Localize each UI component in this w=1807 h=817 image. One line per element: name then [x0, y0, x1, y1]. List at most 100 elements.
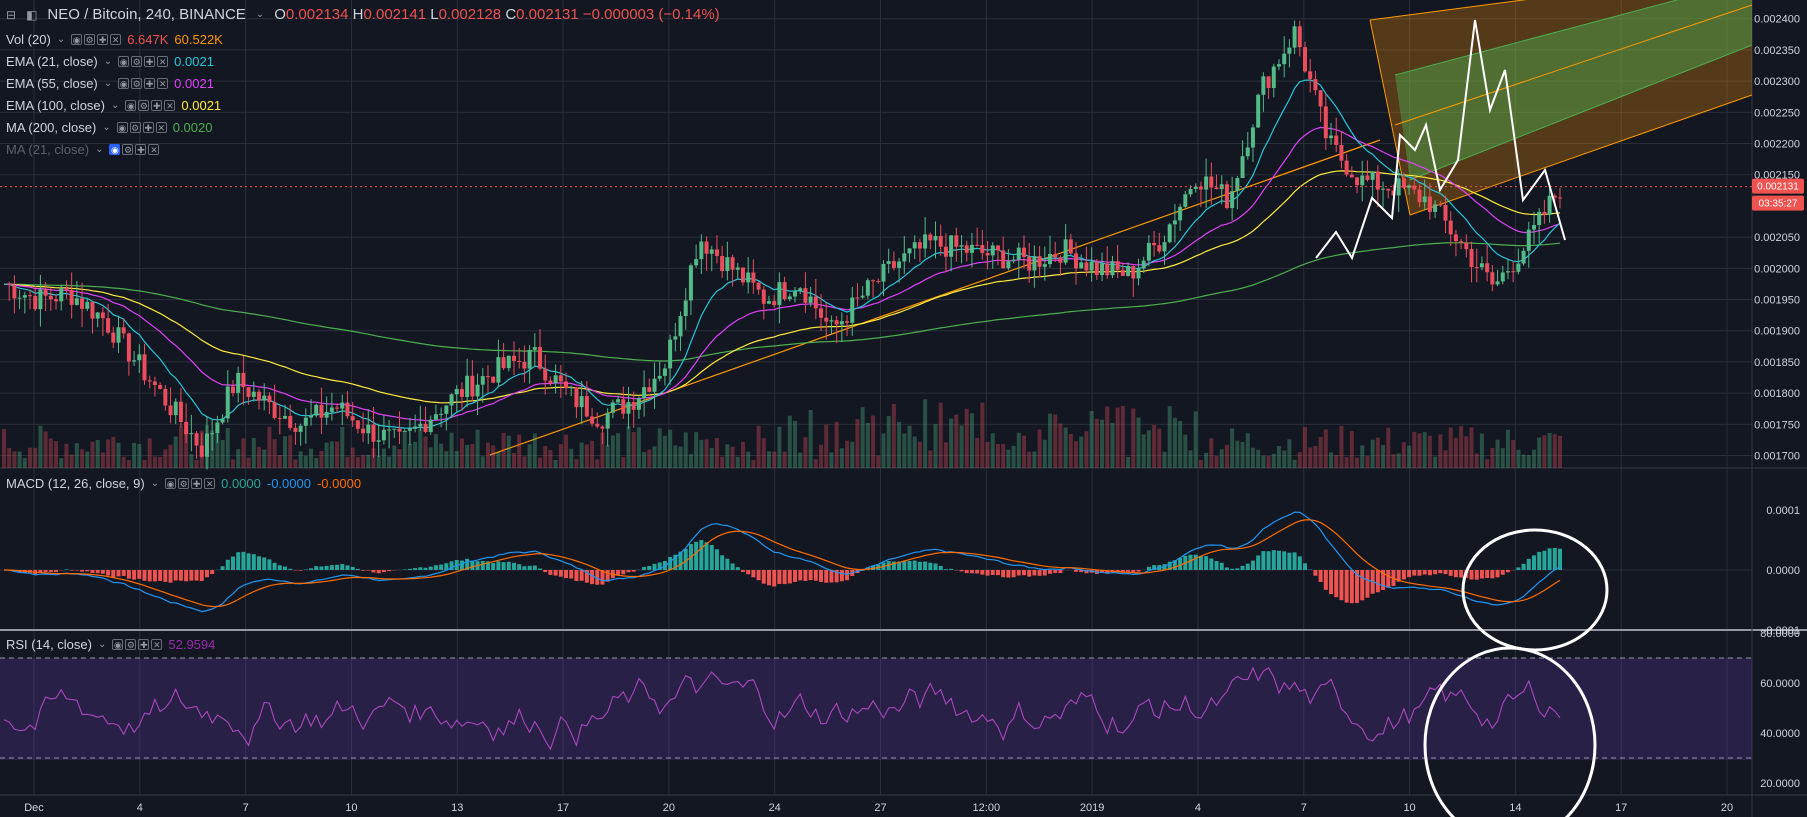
eye-icon[interactable]: ◉	[109, 144, 121, 155]
macd-histogram-bar	[501, 562, 506, 570]
plus-icon[interactable]: ✚	[142, 122, 154, 133]
flag-icon[interactable]: ◧	[26, 7, 38, 22]
eye-icon[interactable]: ◉	[71, 34, 83, 45]
volume-bar	[1063, 427, 1068, 468]
volume-bar	[1141, 434, 1146, 468]
gear-icon[interactable]: ⚙	[138, 100, 150, 111]
macd-histogram-bar	[1318, 570, 1323, 582]
legend-ma-5[interactable]: MA (21, close) ⌄ ◉ ⚙ ✚ ✕	[6, 142, 160, 157]
chevron-down-icon[interactable]: ⌄	[103, 56, 113, 67]
gear-icon[interactable]: ⚙	[129, 122, 141, 133]
volume-bar	[943, 442, 948, 468]
plus-icon[interactable]: ✚	[97, 34, 109, 45]
volume-bar	[126, 459, 131, 468]
legend-ema-2[interactable]: EMA (55, close) ⌄ ◉ ⚙ ✚ ✕ 0.0021	[6, 76, 214, 91]
volume-bar	[309, 448, 314, 468]
eye-icon[interactable]: ◉	[118, 78, 130, 89]
gear-icon[interactable]: ⚙	[178, 478, 190, 489]
close-icon[interactable]: ✕	[204, 478, 216, 489]
volume-bar	[1453, 437, 1458, 468]
gear-icon[interactable]: ⚙	[122, 144, 134, 155]
candle-body	[376, 440, 381, 442]
candle-body	[1074, 253, 1079, 269]
volume-bar	[1079, 436, 1084, 468]
close-icon[interactable]: ✕	[164, 100, 176, 111]
collapse-icon[interactable]: ⊟	[6, 7, 17, 22]
plus-icon[interactable]: ✚	[191, 478, 203, 489]
indicator-name[interactable]: EMA (100, close)	[6, 98, 105, 113]
chevron-down-icon[interactable]: ⌄	[95, 144, 104, 155]
gear-icon[interactable]: ⚙	[131, 56, 143, 67]
close-icon[interactable]: ✕	[151, 639, 163, 650]
indicator-name[interactable]: MA (200, close)	[6, 120, 97, 135]
candle-body	[246, 387, 251, 397]
eye-icon[interactable]: ◉	[116, 122, 128, 133]
eye-icon[interactable]: ◉	[118, 56, 130, 67]
gear-icon[interactable]: ⚙	[125, 639, 137, 650]
close-icon[interactable]: ✕	[157, 56, 169, 67]
legend-macd[interactable]: MACD (12, 26, close, 9) ⌄ ◉ ⚙ ✚ ✕ 0.0000 -0.000…	[6, 476, 361, 491]
price-axis-label: 0.002300	[1754, 76, 1800, 88]
indicator-name[interactable]: EMA (21, close)	[6, 54, 98, 69]
candle-body	[631, 402, 636, 410]
volume-bar	[251, 437, 256, 468]
volume-bar	[1183, 434, 1188, 468]
indicator-name[interactable]: MACD (12, 26, close, 9)	[6, 476, 145, 491]
close-icon[interactable]: ✕	[148, 144, 160, 155]
chevron-down-icon[interactable]: ⌄	[102, 122, 111, 133]
indicator-value: 0.0021	[174, 76, 214, 91]
legend-ema-1[interactable]: EMA (21, close) ⌄ ◉ ⚙ ✚ ✕ 0.0021	[6, 54, 214, 69]
chevron-down-icon[interactable]: ⌄	[150, 478, 160, 489]
plus-icon[interactable]: ✚	[138, 639, 150, 650]
indicator-name[interactable]: RSI (14, close)	[6, 637, 92, 652]
eye-icon[interactable]: ◉	[165, 478, 177, 489]
eye-icon[interactable]: ◉	[125, 100, 137, 111]
indicator-name[interactable]: Vol (20)	[6, 32, 51, 47]
chevron-down-icon[interactable]: ⌄	[111, 100, 120, 111]
macd-histogram-bar	[766, 570, 771, 586]
volume-bar	[215, 433, 220, 468]
chevron-down-icon[interactable]: ⌄	[56, 34, 66, 45]
volume-bar	[793, 420, 798, 468]
candle-body	[225, 386, 230, 419]
gear-icon[interactable]: ⚙	[84, 34, 96, 45]
close-icon[interactable]: ✕	[155, 122, 167, 133]
legend-ma-4[interactable]: MA (200, close) ⌄ ◉ ⚙ ✚ ✕ 0.0020	[6, 120, 212, 135]
eye-icon[interactable]: ◉	[112, 639, 124, 650]
indicator-buttons: ◉ ⚙ ✚ ✕	[109, 144, 160, 155]
plus-icon[interactable]: ✚	[144, 56, 156, 67]
close-icon[interactable]: ✕	[157, 78, 169, 89]
candle-body	[657, 375, 662, 379]
legend-vol-0[interactable]: Vol (20) ⌄ ◉ ⚙ ✚ ✕ 6.647K 60.522K	[6, 32, 223, 47]
volume-bar	[501, 432, 506, 468]
indicator-name[interactable]: EMA (55, close)	[6, 76, 98, 91]
legend-rsi[interactable]: RSI (14, close) ⌄ ◉ ⚙ ✚ ✕ 52.9594	[6, 637, 215, 652]
volume-bar	[1219, 449, 1224, 468]
symbol-title[interactable]: NEO / Bitcoin, 240, BINANCE	[47, 6, 246, 23]
chevron-down-icon[interactable]: ⌄	[255, 9, 265, 20]
close-icon[interactable]: ✕	[110, 34, 122, 45]
macd-histogram-bar	[579, 570, 584, 581]
volume-bar	[845, 440, 850, 468]
plus-icon[interactable]: ✚	[144, 78, 156, 89]
candle-body	[340, 402, 345, 409]
volume-bar	[1120, 405, 1125, 468]
chevron-down-icon[interactable]: ⌄	[103, 78, 113, 89]
candle-body	[756, 282, 761, 290]
gear-icon[interactable]: ⚙	[131, 78, 143, 89]
plus-icon[interactable]: ✚	[135, 144, 147, 155]
macd-histogram-bar	[329, 565, 334, 570]
macd-histogram-bar	[917, 561, 922, 570]
volume-bar	[1537, 437, 1542, 468]
plus-icon[interactable]: ✚	[151, 100, 163, 111]
macd-histogram-bar	[975, 570, 980, 574]
macd-histogram-bar	[1235, 568, 1240, 570]
legend-ema-3[interactable]: EMA (100, close) ⌄ ◉ ⚙ ✚ ✕ 0.0021	[6, 98, 221, 113]
chevron-down-icon[interactable]: ⌄	[97, 639, 107, 650]
volume-bar	[1391, 454, 1396, 468]
indicator-value: 0.0021	[181, 98, 222, 113]
candle-body	[413, 426, 418, 429]
macd-histogram-bar	[413, 568, 418, 570]
indicator-name[interactable]: MA (21, close)	[6, 142, 90, 157]
